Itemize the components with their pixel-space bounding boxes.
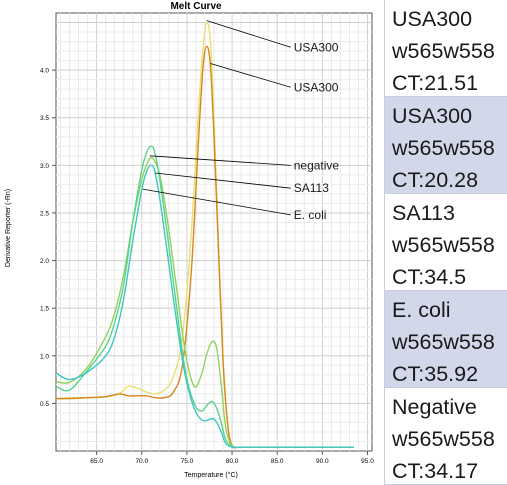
annotation-label: USA300 [294,80,339,94]
legend-sample-name: E. coli [392,298,451,322]
annotation-leader-line [142,188,291,216]
legend-primer: w565w558 [392,39,495,63]
x-tick-label: 90.0 [316,458,329,465]
annotation-leader-line [155,172,291,189]
legend-sample-name: USA300 [392,104,473,128]
melt-curve-svg: Melt Curve Derivative Reporter (-Rn) Tem… [5,1,374,479]
legend-sample-name: SA113 [392,201,455,225]
legend-primer: w565w558 [392,233,495,257]
legend-row: USA300 w565w558 CT:20.28 [385,97,507,194]
legend-row: Negative w565w558 CT:34.17 [385,388,507,485]
y-tick-label: 4.0 [40,68,49,75]
legend-ct-value: CT:34.5 [392,265,467,289]
y-tick-label: 0.5 [40,401,49,408]
legend-primer: w565w558 [392,427,495,451]
y-tick-label: 3.5 [40,115,49,122]
x-tick-label: 75.0 [181,458,194,465]
y-tick-label: 1.0 [40,353,49,360]
series-line [55,45,354,449]
x-tick-label: 80.0 [226,458,239,465]
y-tick-label: 3.0 [40,163,49,170]
legend-sample-name: USA300 [392,7,473,31]
legend-row: USA300 w565w558 CT:21.51 [385,0,507,97]
legend-ct-value: CT:21.51 [392,71,479,95]
annotation-label: USA300 [294,40,339,54]
chart-title: Melt Curve [170,1,222,12]
y-tick-label: 2.0 [40,258,49,265]
y-tick-label: 2.5 [40,210,49,217]
legend-ct-value: CT:34.17 [392,459,479,483]
x-tick-label: 70.0 [135,458,148,465]
x-tick-label: 65.0 [90,458,103,465]
y-tick-label: 1.5 [40,306,49,313]
melt-curve-chart: Melt Curve Derivative Reporter (-Rn) Tem… [5,1,374,479]
annotation-leader-line [149,155,291,166]
x-axis-label: Temperature (°C) [184,471,238,479]
annotation-leader-line [206,20,291,48]
legend-ct-value: CT:35.92 [392,362,479,386]
legend-primer: w565w558 [392,330,495,354]
legend-ct-value: CT:20.28 [392,168,479,192]
x-tick-label: 85.0 [271,458,284,465]
legend-sample-name: Negative [392,395,477,419]
annotation-leader-line [210,63,291,88]
series-line [55,156,354,449]
annotation-label: E. coli [294,208,327,222]
legend-primer: w565w558 [392,136,495,160]
series-line [55,164,354,449]
sample-legend-table: USA300 w565w558 CT:21.51 USA300 w565w558 CT:2… [384,0,507,485]
y-axis-label: Derivative Reporter (-Rn) [5,189,12,267]
legend-row: SA113 w565w558 CT:34.5 [385,194,507,291]
annotation-label: negative [294,158,340,172]
series-line [55,145,354,448]
annotation-label: SA113 [294,181,329,195]
x-tick-label: 95.0 [361,458,374,465]
legend-row: E. coli w565w558 CT:35.92 [385,291,507,388]
